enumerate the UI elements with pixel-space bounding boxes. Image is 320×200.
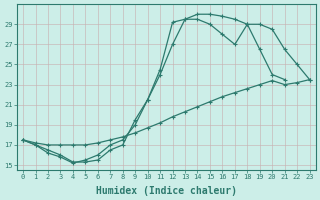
X-axis label: Humidex (Indice chaleur): Humidex (Indice chaleur) (96, 186, 237, 196)
